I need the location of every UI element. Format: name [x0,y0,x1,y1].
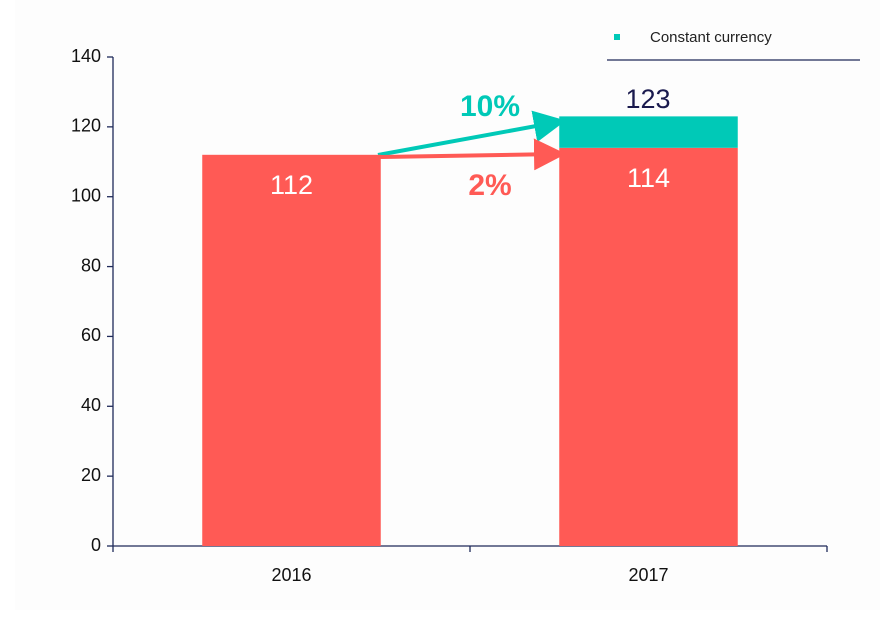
y-tick-label: 120 [71,116,101,136]
bar-segment [559,147,738,547]
growth-arrow [377,110,566,157]
y-tick-label: 20 [81,465,101,485]
y-tick-label: 100 [71,185,101,205]
y-tick-label: 40 [81,395,101,415]
x-tick-label: 2017 [628,565,668,585]
y-tick-label: 60 [81,325,101,345]
bar-segment [202,154,381,547]
legend-swatch [614,34,620,40]
bar-segment [559,116,738,148]
legend-label: Constant currency [650,29,772,46]
growth-arrow [377,138,566,171]
data-label: 114 [627,163,670,193]
plot-panel [15,0,880,610]
x-tick-label: 2016 [271,565,311,585]
growth-label: 2% [468,169,511,202]
data-label: 112 [270,170,313,200]
y-tick-label: 0 [91,535,101,555]
total-label: 123 [625,84,670,114]
growth-label: 10% [460,90,520,123]
y-tick-label: 80 [81,255,101,275]
y-tick-label: 140 [71,46,101,66]
